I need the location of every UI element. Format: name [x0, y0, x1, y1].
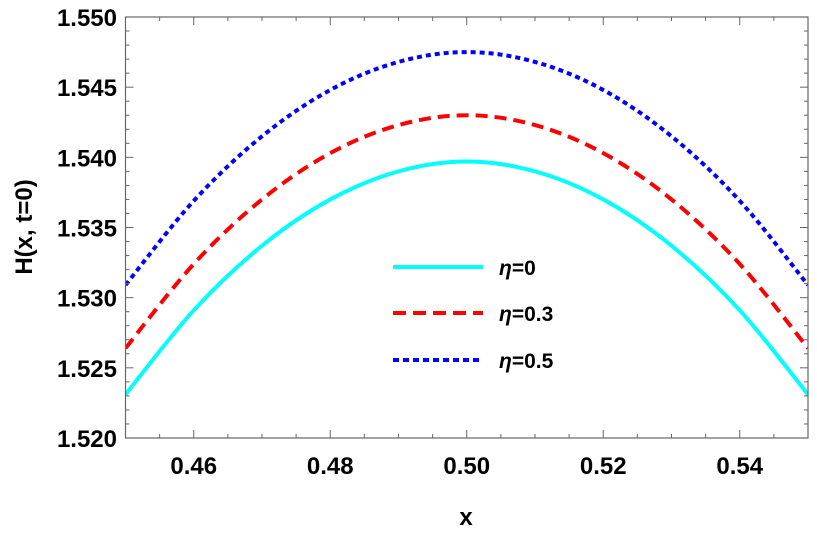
series-line-0: [125, 159, 808, 396]
legend-label-0: η=0: [499, 257, 536, 280]
x-tick-label: 0.48: [307, 453, 354, 480]
x-axis-label: x: [459, 504, 473, 531]
y-tick-label: 1.525: [57, 356, 117, 383]
x-tick-label: 0.54: [716, 453, 763, 480]
y-tick-label: 1.530: [57, 286, 117, 313]
y-tick-label: 1.520: [57, 426, 117, 453]
legend: η=0 η=0.3 η=0.5: [393, 257, 554, 373]
tick-labels: 0.46 0.48 0.50 0.52 0.54 1.520 1.525 1.530 1.535…: [57, 5, 764, 480]
curves: [125, 50, 808, 396]
y-tick-label: 1.540: [57, 145, 117, 172]
y-tick-label: 1.535: [57, 216, 117, 243]
x-tick-label: 0.52: [580, 453, 627, 480]
x-tick-label: 0.46: [170, 453, 217, 480]
y-axis-label: H(x, t=0): [11, 179, 38, 274]
x-tick-label: 0.50: [443, 453, 490, 480]
y-tick-label: 1.545: [57, 75, 117, 102]
ticks: [125, 16, 809, 439]
series-line-1: [125, 113, 808, 350]
y-tick-label: 1.550: [57, 5, 117, 32]
legend-label-2: η=0.5: [499, 350, 554, 373]
legend-label-1: η=0.3: [499, 303, 553, 326]
series-line-2: [125, 50, 808, 287]
